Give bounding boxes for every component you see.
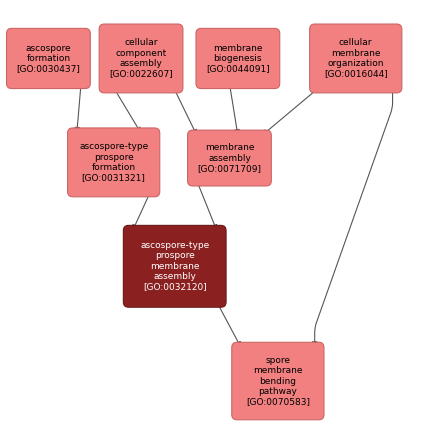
Text: ascospore-type
prospore
membrane
assembly
[GO:0032120]: ascospore-type prospore membrane assembl…	[140, 241, 209, 291]
FancyBboxPatch shape	[7, 29, 91, 89]
Text: ascospore-type
prospore
formation
[GO:0031321]: ascospore-type prospore formation [GO:00…	[79, 142, 148, 182]
FancyBboxPatch shape	[99, 24, 183, 93]
FancyBboxPatch shape	[123, 226, 226, 307]
FancyBboxPatch shape	[188, 130, 271, 186]
Text: ascospore
formation
[GO:0030437]: ascospore formation [GO:0030437]	[16, 44, 80, 73]
Text: cellular
membrane
organization
[GO:0016044]: cellular membrane organization [GO:00160…	[324, 39, 388, 78]
FancyBboxPatch shape	[196, 29, 280, 89]
Text: spore
membrane
bending
pathway
[GO:0070583]: spore membrane bending pathway [GO:00705…	[246, 356, 310, 406]
Text: membrane
biogenesis
[GO:0044091]: membrane biogenesis [GO:0044091]	[206, 44, 270, 73]
FancyBboxPatch shape	[309, 24, 402, 93]
Text: cellular
component
assembly
[GO:0022607]: cellular component assembly [GO:0022607]	[109, 39, 173, 78]
FancyBboxPatch shape	[232, 342, 324, 420]
FancyBboxPatch shape	[67, 128, 160, 197]
Text: membrane
assembly
[GO:0071709]: membrane assembly [GO:0071709]	[197, 143, 261, 173]
